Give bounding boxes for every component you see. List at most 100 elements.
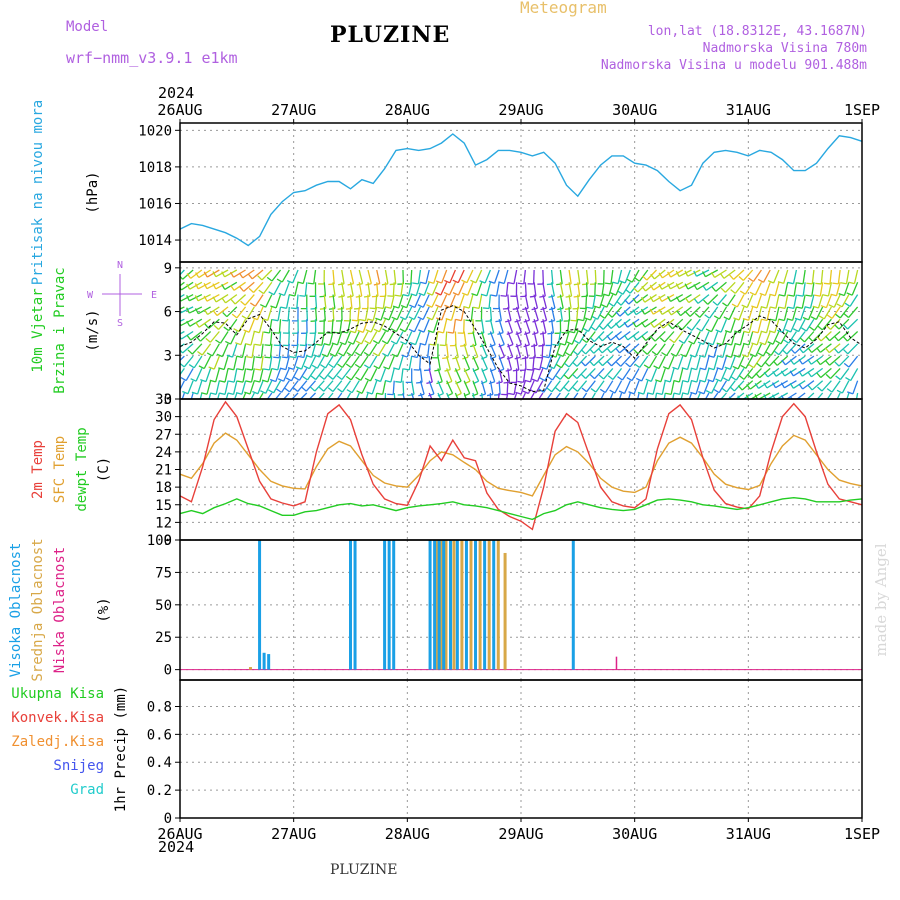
wind-barb (291, 392, 299, 399)
wind-barb (755, 343, 763, 357)
wind-barb (648, 355, 658, 369)
wind-barb-flag (173, 391, 178, 394)
wind-barb (631, 368, 640, 381)
wind-barb (234, 392, 238, 399)
wind-barb (516, 343, 522, 358)
wind-barb-flag (581, 338, 588, 344)
wind-barb-flag (251, 316, 258, 321)
wind-barb (516, 331, 522, 345)
wind-barb (550, 306, 556, 321)
wind-barb-flag (843, 349, 849, 355)
wind-barb-flag (266, 276, 273, 282)
wind-barb-flag (834, 361, 840, 367)
wind-barb (278, 343, 282, 358)
wind-barb-flag (193, 405, 199, 407)
wind-barb-flag (407, 393, 415, 397)
wind-barb (285, 294, 290, 309)
wind-barb-flag (526, 368, 533, 371)
wind-barb-flag (512, 369, 519, 372)
wind-barb (478, 294, 483, 309)
wind-barb (550, 269, 554, 285)
wind-barb-flag (780, 370, 786, 377)
wind-barb-flag (625, 362, 631, 368)
wind-barb-flag (435, 280, 442, 284)
wind-barb (463, 355, 471, 370)
wind-barb (601, 282, 605, 297)
wind-barb (559, 294, 564, 309)
wind-barb-flag (547, 401, 552, 405)
wind-barb (283, 282, 290, 296)
wind-barb (507, 368, 511, 383)
wind-barb (350, 368, 360, 381)
wind-barb (586, 380, 596, 393)
wind-barb (267, 368, 273, 383)
wind-barb-flag (258, 289, 264, 295)
wind-barb (332, 282, 336, 297)
panel-ylabel-temperature: (C) (96, 457, 112, 482)
wind-barb-flag (547, 376, 553, 381)
wind-barb-flag (641, 285, 647, 292)
wind-barb-flag (760, 305, 767, 309)
wind-barb-flag (383, 366, 390, 370)
wind-barb (472, 380, 479, 395)
x-label-bottom: 31AUG (726, 825, 771, 843)
y-tick-label: 0.4 (147, 755, 172, 771)
wind-barb-flag (489, 344, 496, 348)
wind-barb (691, 318, 701, 331)
wind-barb-flag (733, 317, 740, 321)
wind-barb-flag (355, 351, 361, 357)
wind-barb-flag (649, 308, 654, 315)
wind-barb-flag (369, 406, 375, 407)
mid-cloud-bar (496, 540, 500, 670)
wind-barb-flag (732, 365, 739, 370)
wind-barb-flag (523, 331, 531, 336)
wind-barb (729, 355, 736, 370)
wind-barb (406, 294, 413, 308)
wind-barb (313, 269, 317, 284)
wind-barb (364, 306, 369, 321)
wind-barb (594, 367, 605, 380)
wind-barb-flag (392, 305, 399, 309)
wind-barb (497, 392, 500, 399)
wind-barb-flag (657, 406, 663, 407)
wind-barb (639, 355, 649, 368)
wind-barb (472, 343, 479, 358)
wind-barb-flag (686, 326, 693, 331)
panel-ylabel-temperature: dewpt Temp (74, 427, 90, 511)
high-cloud-bar (483, 540, 487, 670)
wind-barb (658, 355, 666, 369)
wind-barb-flag (649, 284, 655, 291)
wind-barb-flag (610, 292, 617, 296)
wind-barb (219, 331, 229, 344)
wind-barb (539, 355, 544, 370)
wind-barb (377, 331, 387, 344)
wind-barb-flag (391, 353, 398, 358)
wind-barb-flag (514, 403, 519, 406)
wind-barb-flag (194, 295, 199, 302)
wind-barb-flag (641, 335, 647, 341)
wind-barb (440, 282, 448, 296)
wind-barb-flag (419, 342, 426, 346)
wind-barb-flag (171, 376, 176, 379)
wind-barb (357, 306, 360, 321)
wind-barb (387, 318, 395, 332)
wind-barb (784, 282, 789, 297)
wind-barb (355, 392, 360, 399)
wind-barb (370, 318, 378, 333)
wind-barb (623, 380, 631, 394)
wind-barb (629, 355, 640, 368)
wind-barb-flag (650, 336, 656, 342)
wind-barb-flag (429, 343, 436, 346)
wind-barb (433, 269, 439, 284)
wind-barb (533, 294, 539, 309)
wind-barb (296, 294, 299, 309)
wind-barb (756, 294, 763, 309)
wind-barb-flag (471, 356, 478, 360)
wind-barb (314, 380, 325, 392)
wind-barb (489, 331, 496, 345)
wind-barb-flag (235, 404, 241, 406)
wind-barb-flag (515, 331, 522, 336)
wind-barb-flag (777, 281, 784, 285)
wind-barb-flag (843, 313, 849, 319)
